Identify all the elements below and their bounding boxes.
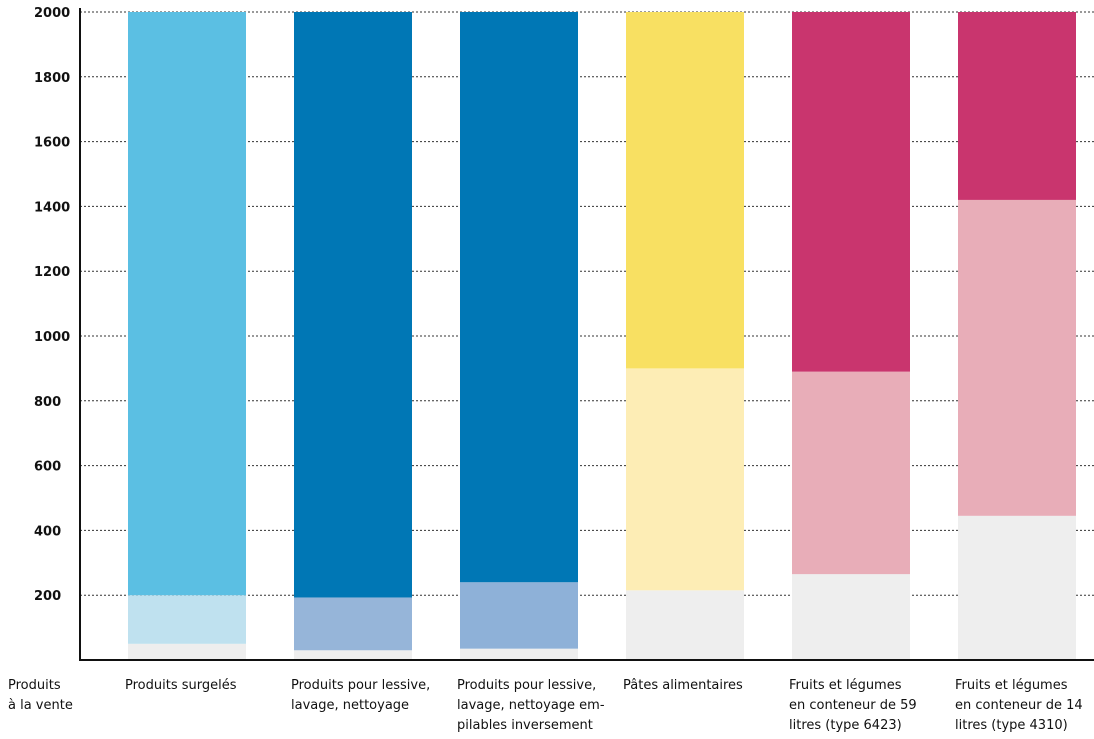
- bar-1-segment-2: [128, 595, 246, 644]
- category-label-6-line-1: Fruits et légumes: [955, 678, 1068, 693]
- y-tick-label-1000: 1000: [34, 330, 70, 345]
- bar-2-segment-3: [294, 12, 412, 598]
- category-label-2-line-2: lavage, nettoyage: [291, 698, 409, 713]
- x-axis-title-line-2: à la vente: [8, 698, 73, 713]
- category-label-3-line-2: lavage, nettoyage em-: [457, 698, 605, 713]
- gridlines: [80, 11, 1094, 596]
- category-label-3-line-1: Produits pour lessive,: [457, 678, 596, 693]
- y-tick-label-2000: 2000: [34, 6, 70, 21]
- y-tick-label-1800: 1800: [34, 71, 70, 86]
- y-tick-label-1600: 1600: [34, 136, 70, 151]
- bar-2-segment-1: [294, 650, 412, 660]
- y-tick-label-1400: 1400: [34, 200, 70, 215]
- category-label-3-line-3: pilables inversement: [457, 718, 593, 733]
- bar-4-segment-3: [626, 12, 744, 369]
- category-label-1-line-1: Produits surgelés: [125, 678, 237, 693]
- bar-2-segment-2: [294, 597, 412, 651]
- bar-6-segment-3: [958, 12, 1076, 200]
- category-label-5-line-3: litres (type 6423): [789, 718, 902, 733]
- bar-5-segment-3: [792, 12, 910, 372]
- bar-1-segment-3: [128, 12, 246, 596]
- bars: [128, 12, 1076, 660]
- bar-6-segment-2: [958, 199, 1076, 516]
- category-label-5-line-2: en conteneur de 59: [789, 698, 917, 713]
- bar-1-segment-1: [128, 643, 246, 660]
- bar-3-segment-1: [460, 648, 578, 660]
- y-tick-label-200: 200: [34, 589, 61, 604]
- category-label-2-line-1: Produits pour lessive,: [291, 678, 430, 693]
- y-tick-label-400: 400: [34, 524, 61, 539]
- bar-5-segment-2: [792, 371, 910, 575]
- x-axis-title-line-1: Produits: [8, 678, 61, 693]
- bar-5-segment-1: [792, 574, 910, 660]
- y-tick-label-800: 800: [34, 395, 61, 410]
- category-label-6-line-2: en conteneur de 14: [955, 698, 1083, 713]
- y-tick-label-1200: 1200: [34, 265, 70, 280]
- bar-4-segment-2: [626, 368, 744, 591]
- bar-3-segment-2: [460, 582, 578, 649]
- category-label-4-line-1: Pâtes alimentaires: [623, 678, 743, 693]
- y-tick-label-600: 600: [34, 460, 61, 475]
- axes: [79, 8, 1094, 661]
- bar-3-segment-3: [460, 12, 578, 583]
- category-label-5-line-1: Fruits et légumes: [789, 678, 902, 693]
- labels: 200 400 600 800 1000 1200 1400 1600 1800 2000 Prod…: [8, 6, 1083, 733]
- bar-6-segment-1: [958, 515, 1076, 660]
- category-label-6-line-3: litres (type 4310): [955, 718, 1068, 733]
- bar-4-segment-1: [626, 590, 744, 660]
